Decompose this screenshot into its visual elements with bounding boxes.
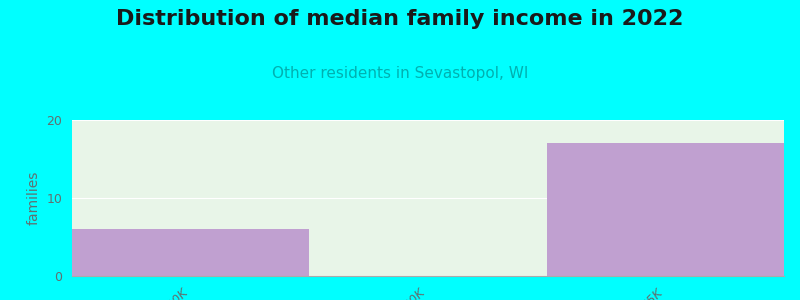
Text: Distribution of median family income in 2022: Distribution of median family income in … [116,9,684,29]
Y-axis label: families: families [27,171,41,225]
Text: Other residents in Sevastopol, WI: Other residents in Sevastopol, WI [272,66,528,81]
Bar [546,143,784,276]
Bar [72,229,310,276]
